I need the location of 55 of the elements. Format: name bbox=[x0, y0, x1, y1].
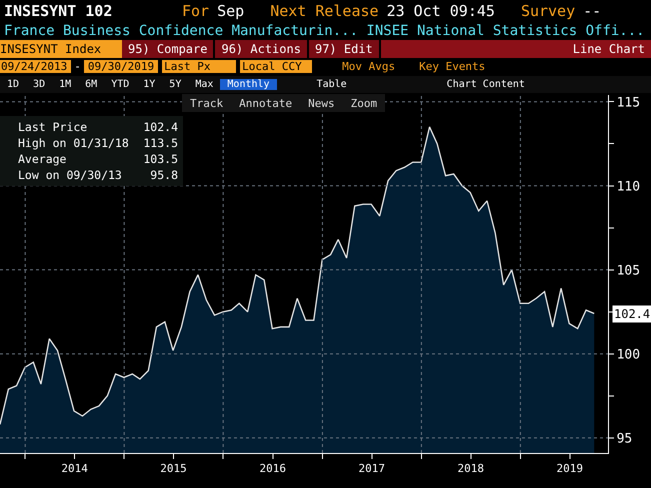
annotation: 103.5 bbox=[142, 152, 178, 166]
data-label: 102.4 bbox=[614, 307, 650, 321]
y-tick-label: 105 bbox=[616, 263, 640, 278]
y-tick-label: 110 bbox=[616, 179, 640, 194]
x-tick-label: 2019 bbox=[556, 462, 584, 476]
text: Max bbox=[194, 79, 214, 90]
text: -- bbox=[583, 2, 602, 20]
text: 09/30/2019 bbox=[84, 60, 158, 73]
annotation: High on 01/31/18 bbox=[17, 136, 130, 150]
text: Local CCY bbox=[240, 60, 312, 73]
text: 23 Oct 09:45 bbox=[386, 2, 495, 20]
y-tick-label: 115 bbox=[616, 95, 640, 110]
annotation: 113.5 bbox=[142, 136, 178, 150]
text: Mov Avgs bbox=[342, 60, 396, 73]
y-tick-label: 100 bbox=[616, 347, 640, 362]
annotation: Last Price bbox=[17, 120, 88, 134]
text: Key Events bbox=[419, 60, 486, 73]
annotation: Zoom bbox=[350, 96, 378, 110]
text: Next Release bbox=[270, 2, 379, 20]
x-tick-label: 2017 bbox=[358, 462, 386, 476]
text: 3D bbox=[32, 79, 46, 90]
text: 95) Compare bbox=[122, 40, 216, 58]
text: Sep bbox=[217, 2, 244, 20]
chart-title: INSESYNT 102 bbox=[3, 2, 114, 20]
annotation: Average bbox=[17, 152, 68, 166]
x-tick-label: 2018 bbox=[458, 462, 484, 476]
text: Survey bbox=[520, 2, 576, 20]
text: INSESYNT Index bbox=[0, 40, 122, 58]
text: YTD bbox=[110, 79, 130, 90]
x-tick-label: 2015 bbox=[160, 462, 187, 476]
text: Chart Content bbox=[446, 79, 525, 90]
text: 1M bbox=[58, 79, 72, 90]
chart-subtitle: France Business Confidence Manufacturin... INSEE National Statistics Offi... bbox=[3, 23, 645, 39]
annotation: 102.4 bbox=[142, 120, 178, 134]
text: 96) Actions bbox=[215, 40, 309, 58]
x-tick-label: 2014 bbox=[61, 462, 88, 476]
x-tick-label: 2016 bbox=[260, 462, 286, 476]
text: 1Y bbox=[142, 79, 156, 90]
text: 1D bbox=[6, 79, 20, 90]
text: 6M bbox=[84, 79, 98, 90]
text: Monthly bbox=[220, 79, 277, 90]
text: 09/24/2013 bbox=[0, 60, 72, 73]
annotation: Low on 09/30/13 bbox=[17, 168, 123, 182]
text: 97) Edit bbox=[308, 40, 381, 58]
y-tick-label: 95 bbox=[616, 431, 632, 446]
text: Last Px bbox=[162, 60, 236, 73]
text: 5Y bbox=[168, 79, 182, 90]
text: - bbox=[73, 60, 82, 73]
annotation: Track bbox=[189, 96, 224, 110]
annotation: Annotate bbox=[238, 96, 294, 110]
text: Line Chart bbox=[572, 42, 646, 56]
text: For bbox=[182, 2, 210, 20]
text: Table bbox=[316, 79, 347, 90]
annotation: 95.8 bbox=[149, 168, 178, 182]
annotation: News bbox=[307, 96, 336, 110]
